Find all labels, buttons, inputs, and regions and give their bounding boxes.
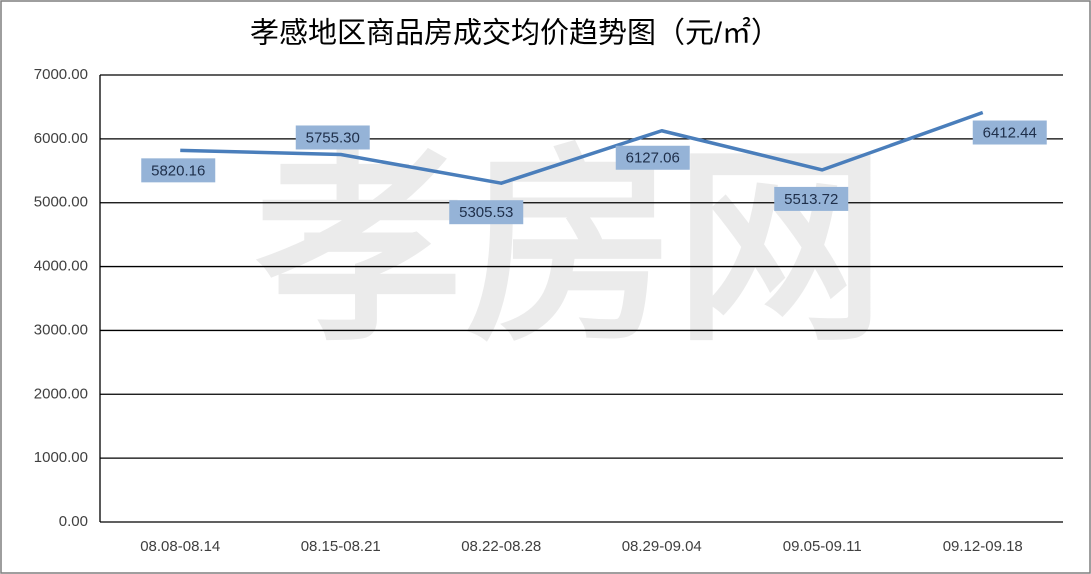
data-label-box xyxy=(295,125,370,150)
y-tick-label: 3000.00 xyxy=(34,321,88,338)
y-tick-label: 7000.00 xyxy=(34,66,88,83)
y-tick-label: 0.00 xyxy=(59,513,88,530)
data-label: 5755.30 xyxy=(306,129,360,146)
data-label: 5820.16 xyxy=(151,162,205,179)
x-tick-label: 08.15-08.21 xyxy=(301,538,381,555)
data-label: 5305.53 xyxy=(459,204,513,221)
y-tick-label: 1000.00 xyxy=(34,449,88,466)
data-label: 6412.44 xyxy=(983,124,1037,141)
data-label-box xyxy=(972,120,1047,145)
data-label-box xyxy=(141,158,216,183)
x-tick-label: 09.12-09.18 xyxy=(943,538,1023,555)
data-label-box xyxy=(449,200,524,225)
data-label-box xyxy=(774,186,849,211)
x-tick-label: 09.05-09.11 xyxy=(783,538,862,555)
watermark: 孝房网 xyxy=(255,130,885,365)
x-tick-label: 08.08-08.14 xyxy=(140,538,220,555)
y-tick-label: 5000.00 xyxy=(34,194,88,211)
data-label: 6127.06 xyxy=(626,150,680,167)
data-label-box xyxy=(615,145,690,170)
y-tick-label: 2000.00 xyxy=(34,385,88,402)
data-line xyxy=(180,110,984,185)
x-tick-label: 08.29-09.04 xyxy=(622,538,702,555)
chart-title: 孝感地区商品房成交均价趋势图（元/㎡） xyxy=(250,17,780,50)
y-tick-label: 4000.00 xyxy=(34,258,88,275)
data-label: 5513.72 xyxy=(784,191,838,208)
x-tick-label: 08.22-08.28 xyxy=(461,538,541,555)
y-tick-label: 6000.00 xyxy=(34,130,88,147)
